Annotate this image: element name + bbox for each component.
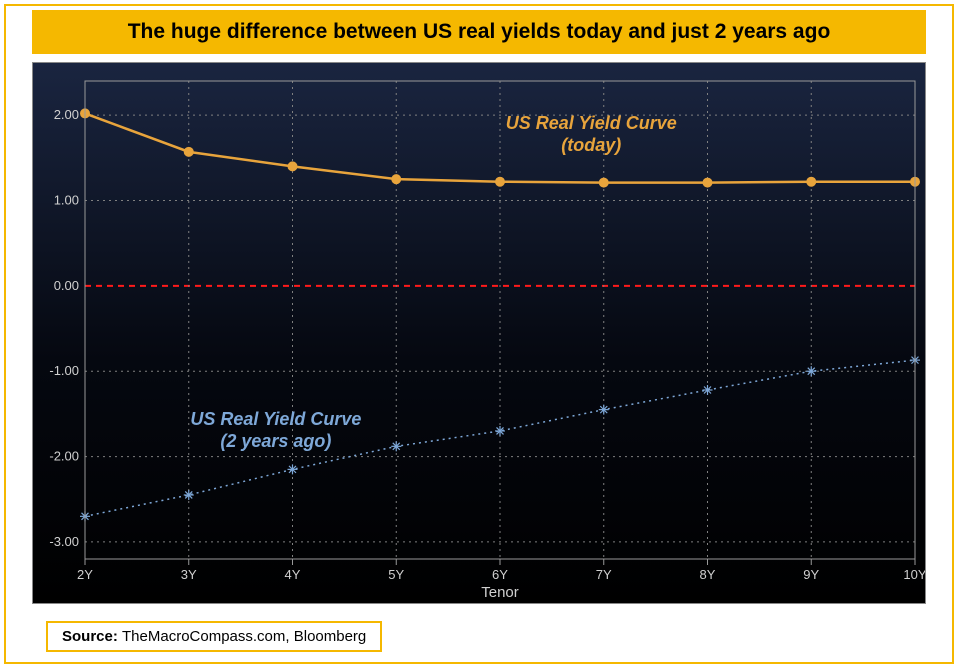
ytick: 2.00	[54, 107, 79, 122]
xtick: 9Y	[803, 567, 819, 582]
xtick: 8Y	[700, 567, 716, 582]
marker-past	[599, 405, 609, 415]
ytick: 1.00	[54, 193, 79, 208]
plot-frame	[85, 81, 915, 559]
marker-past	[184, 490, 194, 500]
ytick: 0.00	[54, 278, 79, 293]
source-box: Source: TheMacroCompass.com, Bloomberg	[46, 621, 382, 652]
svg-text:9Y: 9Y	[803, 567, 819, 582]
ytick: -2.00	[49, 449, 79, 464]
svg-text:6Y: 6Y	[492, 567, 508, 582]
marker-past	[703, 385, 713, 395]
xtick: 7Y	[596, 567, 612, 582]
marker-today	[288, 162, 297, 171]
chart-title: The huge difference between US real yiel…	[128, 20, 831, 44]
marker-past	[495, 426, 505, 436]
svg-text:7Y: 7Y	[596, 567, 612, 582]
svg-text:8Y: 8Y	[700, 567, 716, 582]
marker-today	[703, 178, 712, 187]
xtick: 10Y	[903, 567, 925, 582]
marker-past	[391, 441, 401, 451]
svg-text:-1.00: -1.00	[49, 363, 79, 378]
source-label: Source:	[62, 628, 122, 645]
marker-today	[496, 177, 505, 186]
svg-text:5Y: 5Y	[388, 567, 404, 582]
svg-text:1.00: 1.00	[54, 193, 79, 208]
x-axis-label: Tenor	[481, 584, 519, 601]
outer-frame: The huge difference between US real yiel…	[4, 4, 954, 664]
xtick: 4Y	[285, 567, 301, 582]
annotation-today: US Real Yield Curve(today)	[506, 113, 677, 155]
ytick: -3.00	[49, 534, 79, 549]
chart-area: -3.00 -2.00 -1.00 0.00 1.00 2.00 2Y 3Y 4Y 5Y 6Y 7Y 8…	[32, 62, 926, 604]
svg-text:0.00: 0.00	[54, 278, 79, 293]
annotation-past: US Real Yield Curve(2 years ago)	[190, 409, 361, 451]
svg-text:4Y: 4Y	[285, 567, 301, 582]
series-past	[85, 360, 915, 516]
svg-text:10Y: 10Y	[903, 567, 925, 582]
marker-today	[599, 178, 608, 187]
svg-text:2.00: 2.00	[54, 107, 79, 122]
svg-text:-3.00: -3.00	[49, 534, 79, 549]
marker-past	[288, 464, 298, 474]
source-text: TheMacroCompass.com, Bloomberg	[122, 628, 366, 645]
marker-past	[806, 366, 816, 376]
ytick: -1.00	[49, 363, 79, 378]
xtick: 6Y	[492, 567, 508, 582]
svg-text:2Y: 2Y	[77, 567, 93, 582]
svg-text:-2.00: -2.00	[49, 449, 79, 464]
xtick: 3Y	[181, 567, 197, 582]
marker-today	[184, 147, 193, 156]
svg-text:3Y: 3Y	[181, 567, 197, 582]
marker-today	[392, 175, 401, 184]
marker-today	[807, 177, 816, 186]
chart-svg: -3.00 -2.00 -1.00 0.00 1.00 2.00 2Y 3Y 4Y 5Y 6Y 7Y 8…	[33, 63, 925, 603]
xtick: 5Y	[388, 567, 404, 582]
xtick: 2Y	[77, 567, 93, 582]
title-bar: The huge difference between US real yiel…	[32, 10, 926, 54]
